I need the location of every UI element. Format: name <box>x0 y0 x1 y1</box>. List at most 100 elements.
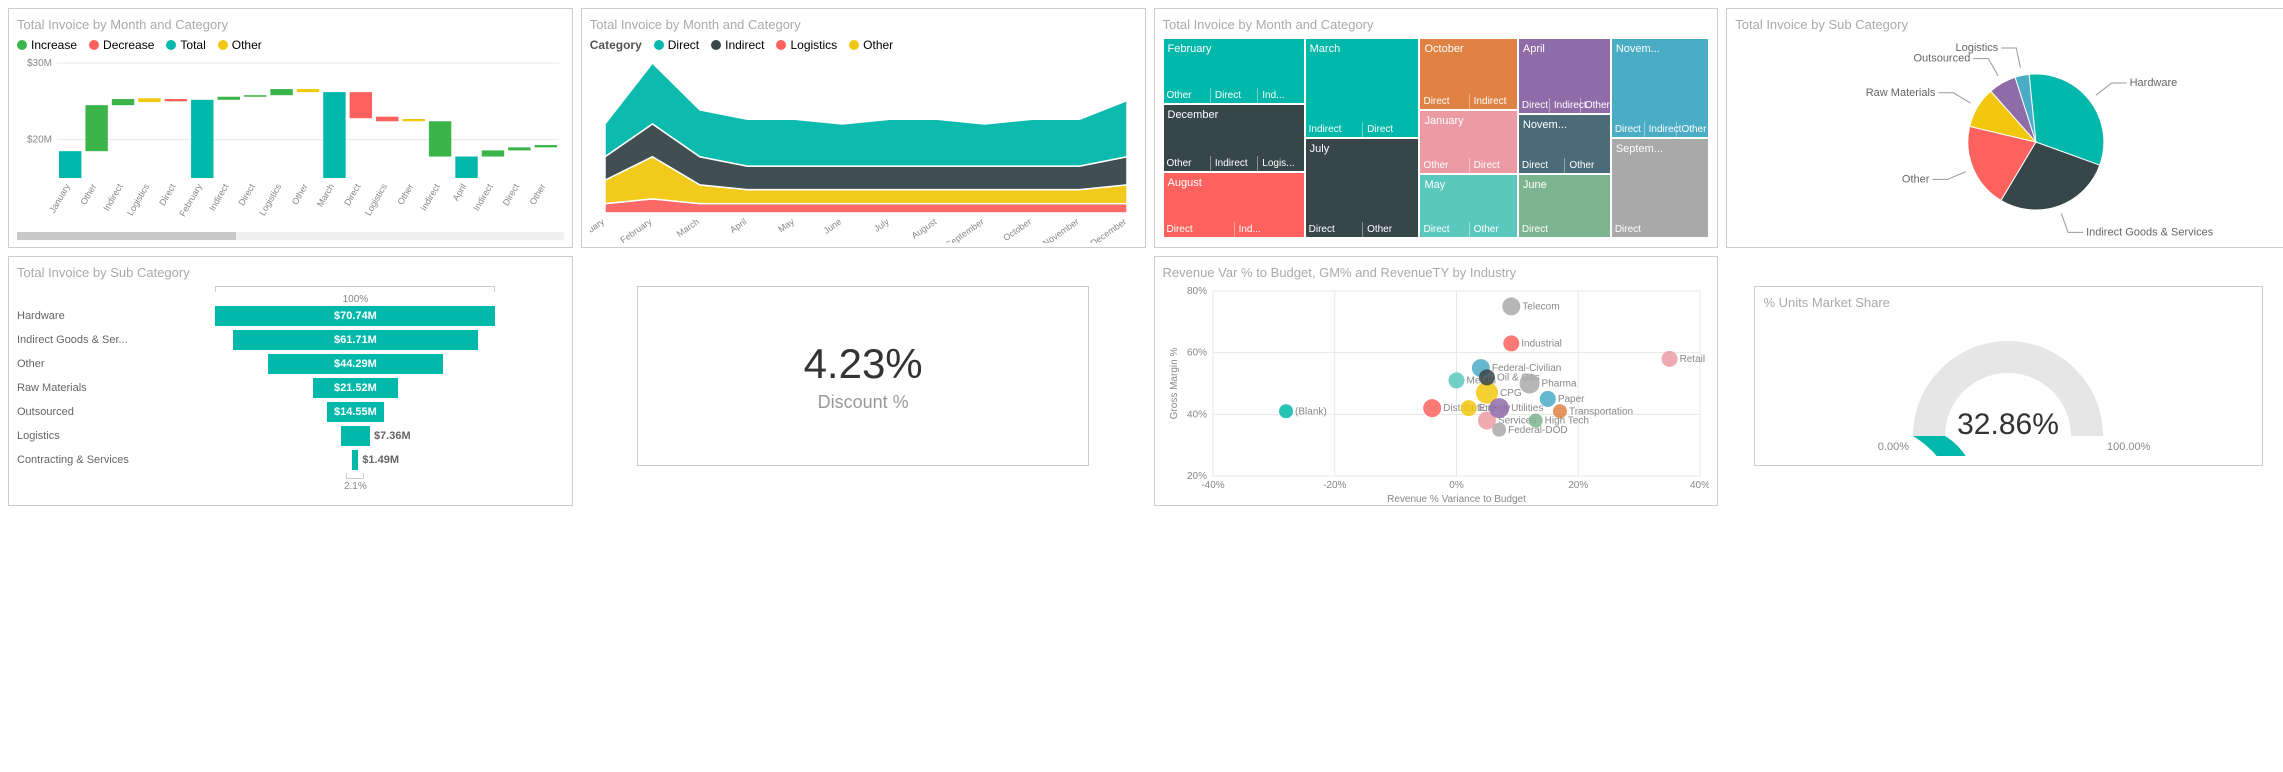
gauge-card: % Units Market Share 32.86%0.00%100.00% <box>1754 286 2262 466</box>
kpi-label: Discount % <box>818 392 909 413</box>
legend-item[interactable]: Decrease <box>89 38 154 52</box>
treemap-subcell: Direct <box>1518 98 1549 114</box>
ribbon-chart[interactable]: JanuaryFebruaryMarchAprilMayJuneJulyAugu… <box>590 58 1137 243</box>
pie-title: Total Invoice by Sub Category <box>1735 17 2282 32</box>
svg-text:Indirect: Indirect <box>101 182 125 213</box>
legend-item[interactable]: Direct <box>654 38 699 52</box>
treemap-subcell: Direct <box>1611 122 1644 138</box>
svg-text:Direct: Direct <box>236 182 257 208</box>
treemap-subcell: Direct <box>1163 222 1234 238</box>
ribbon-legend-label: Category <box>590 38 642 52</box>
treemap-subcell: Ind... <box>1234 222 1305 238</box>
funnel-value: $61.71M <box>334 334 377 346</box>
legend-item[interactable]: Indirect <box>711 38 764 52</box>
legend-item[interactable]: Other <box>218 38 262 52</box>
funnel-label: Raw Materials <box>17 382 147 394</box>
svg-text:April: April <box>451 182 469 203</box>
svg-text:Other: Other <box>78 182 98 206</box>
treemap-subcell: Direct <box>1305 222 1362 238</box>
funnel-row[interactable]: Outsourced$14.55M <box>17 401 564 423</box>
pie-chart[interactable]: HardwareIndirect Goods & ServicesOtherRa… <box>1735 38 2282 238</box>
funnel-row[interactable]: Raw Materials $21.52M <box>17 377 564 399</box>
svg-text:Gross Margin %: Gross Margin % <box>1169 348 1180 420</box>
funnel-label: Other <box>17 358 147 370</box>
funnel-chart[interactable]: Hardware$70.74M Indirect Goods & Ser... $6… <box>17 305 564 471</box>
treemap-subcell: Indirect <box>1549 98 1580 114</box>
funnel-row[interactable]: Other$44.29M <box>17 353 564 375</box>
svg-text:$20M: $20M <box>27 135 52 146</box>
funnel-label: Logistics <box>17 430 147 442</box>
funnel-row[interactable]: Logistics$7.36M <box>17 425 564 447</box>
waterfall-legend: Increase Decrease Total Other <box>17 38 564 52</box>
svg-text:March: March <box>315 182 336 209</box>
svg-text:January: January <box>47 182 72 215</box>
gauge-title: % Units Market Share <box>1763 295 2253 310</box>
funnel-value: $1.49M <box>362 454 399 466</box>
svg-text:Revenue % Variance to Budget: Revenue % Variance to Budget <box>1387 494 1526 505</box>
waterfall-chart[interactable]: $20M$30MJanuaryOtherIndirectLogisticsDir… <box>17 58 564 223</box>
legend-item[interactable]: Total <box>166 38 205 52</box>
svg-text:Logistics: Logistics <box>363 182 389 218</box>
svg-text:Logistics: Logistics <box>1956 42 1999 54</box>
svg-text:February: February <box>177 182 204 219</box>
treemap-subcell: Other <box>1419 158 1468 174</box>
waterfall-title: Total Invoice by Month and Category <box>17 17 564 32</box>
legend-item[interactable]: Logistics <box>776 38 837 52</box>
svg-text:Indirect Goods & Services: Indirect Goods & Services <box>2086 226 2214 238</box>
svg-text:Indirect: Indirect <box>418 182 442 213</box>
svg-text:CPG: CPG <box>1499 388 1521 399</box>
funnel-title: Total Invoice by Sub Category <box>17 265 564 280</box>
svg-text:Other: Other <box>1902 173 1930 185</box>
svg-text:December: December <box>1088 216 1128 243</box>
svg-text:Direct: Direct <box>157 182 178 208</box>
treemap-subcell: Indirect <box>1644 122 1677 138</box>
funnel-row[interactable]: Indirect Goods & Ser... $61.71M <box>17 329 564 351</box>
treemap-card: Total Invoice by Month and Category Febr… <box>1154 8 1719 248</box>
svg-text:(Blank): (Blank) <box>1295 406 1327 417</box>
funnel-top-pct: 100% <box>147 294 564 305</box>
funnel-label: Indirect Goods & Ser... <box>17 334 147 346</box>
scatter-chart[interactable]: -40%-20%0%20%40%20%40%60%80%(Blank)Distr… <box>1163 286 1710 506</box>
funnel-value: $70.74M <box>334 310 377 322</box>
svg-text:Paper: Paper <box>1557 394 1584 405</box>
ribbon-title: Total Invoice by Month and Category <box>590 17 1137 32</box>
svg-text:Indirect: Indirect <box>471 182 495 213</box>
svg-text:August: August <box>909 216 938 241</box>
svg-text:80%: 80% <box>1186 286 1206 297</box>
svg-text:Direct: Direct <box>342 182 363 208</box>
funnel-row[interactable]: Contracting & Services$1.49M <box>17 449 564 471</box>
treemap-subcell: Ind... <box>1257 88 1304 104</box>
ribbon-card: Total Invoice by Month and Category Cate… <box>581 8 1146 248</box>
svg-text:April: April <box>728 216 748 235</box>
ribbon-legend: Category Direct Indirect Logistics Other <box>590 38 1137 52</box>
gauge-chart[interactable]: 32.86%0.00%100.00% <box>1763 316 2253 456</box>
pie-card: Total Invoice by Sub Category HardwareIn… <box>1726 8 2283 248</box>
treemap-subcell: Indirect <box>1210 156 1257 172</box>
svg-text:0.00%: 0.00% <box>1878 441 1909 453</box>
kpi-card: 4.23% Discount % <box>637 286 1089 466</box>
treemap-subcell: Direct <box>1210 88 1257 104</box>
svg-text:Other: Other <box>528 182 548 206</box>
svg-text:Pharma: Pharma <box>1541 379 1576 390</box>
svg-text:June: June <box>821 216 843 235</box>
legend-item[interactable]: Increase <box>17 38 77 52</box>
svg-text:100.00%: 100.00% <box>2107 441 2151 453</box>
svg-text:Outsourced: Outsourced <box>1914 53 1971 65</box>
kpi-value: 4.23% <box>804 340 923 388</box>
legend-item[interactable]: Other <box>849 38 893 52</box>
svg-text:Direct: Direct <box>501 182 522 208</box>
treemap-subcell: Other <box>1362 222 1419 238</box>
svg-text:Logistics: Logistics <box>125 182 151 218</box>
svg-text:Transportation: Transportation <box>1568 406 1632 417</box>
waterfall-scrollbar[interactable] <box>17 232 564 240</box>
svg-text:Raw Materials: Raw Materials <box>1866 87 1936 99</box>
funnel-row[interactable]: Hardware$70.74M <box>17 305 564 327</box>
scatter-title: Revenue Var % to Budget, GM% and Revenue… <box>1163 265 1710 280</box>
funnel-value: $21.52M <box>334 382 377 394</box>
treemap-chart[interactable]: FebruaryOtherDirectInd...DecemberOtherIn… <box>1163 38 1710 238</box>
svg-text:October: October <box>1001 216 1033 243</box>
funnel-card: Total Invoice by Sub Category 100% Hardw… <box>8 256 573 506</box>
svg-text:Utilities: Utilities <box>1511 403 1543 414</box>
svg-text:Indirect: Indirect <box>207 182 231 213</box>
svg-text:Other: Other <box>395 182 415 206</box>
